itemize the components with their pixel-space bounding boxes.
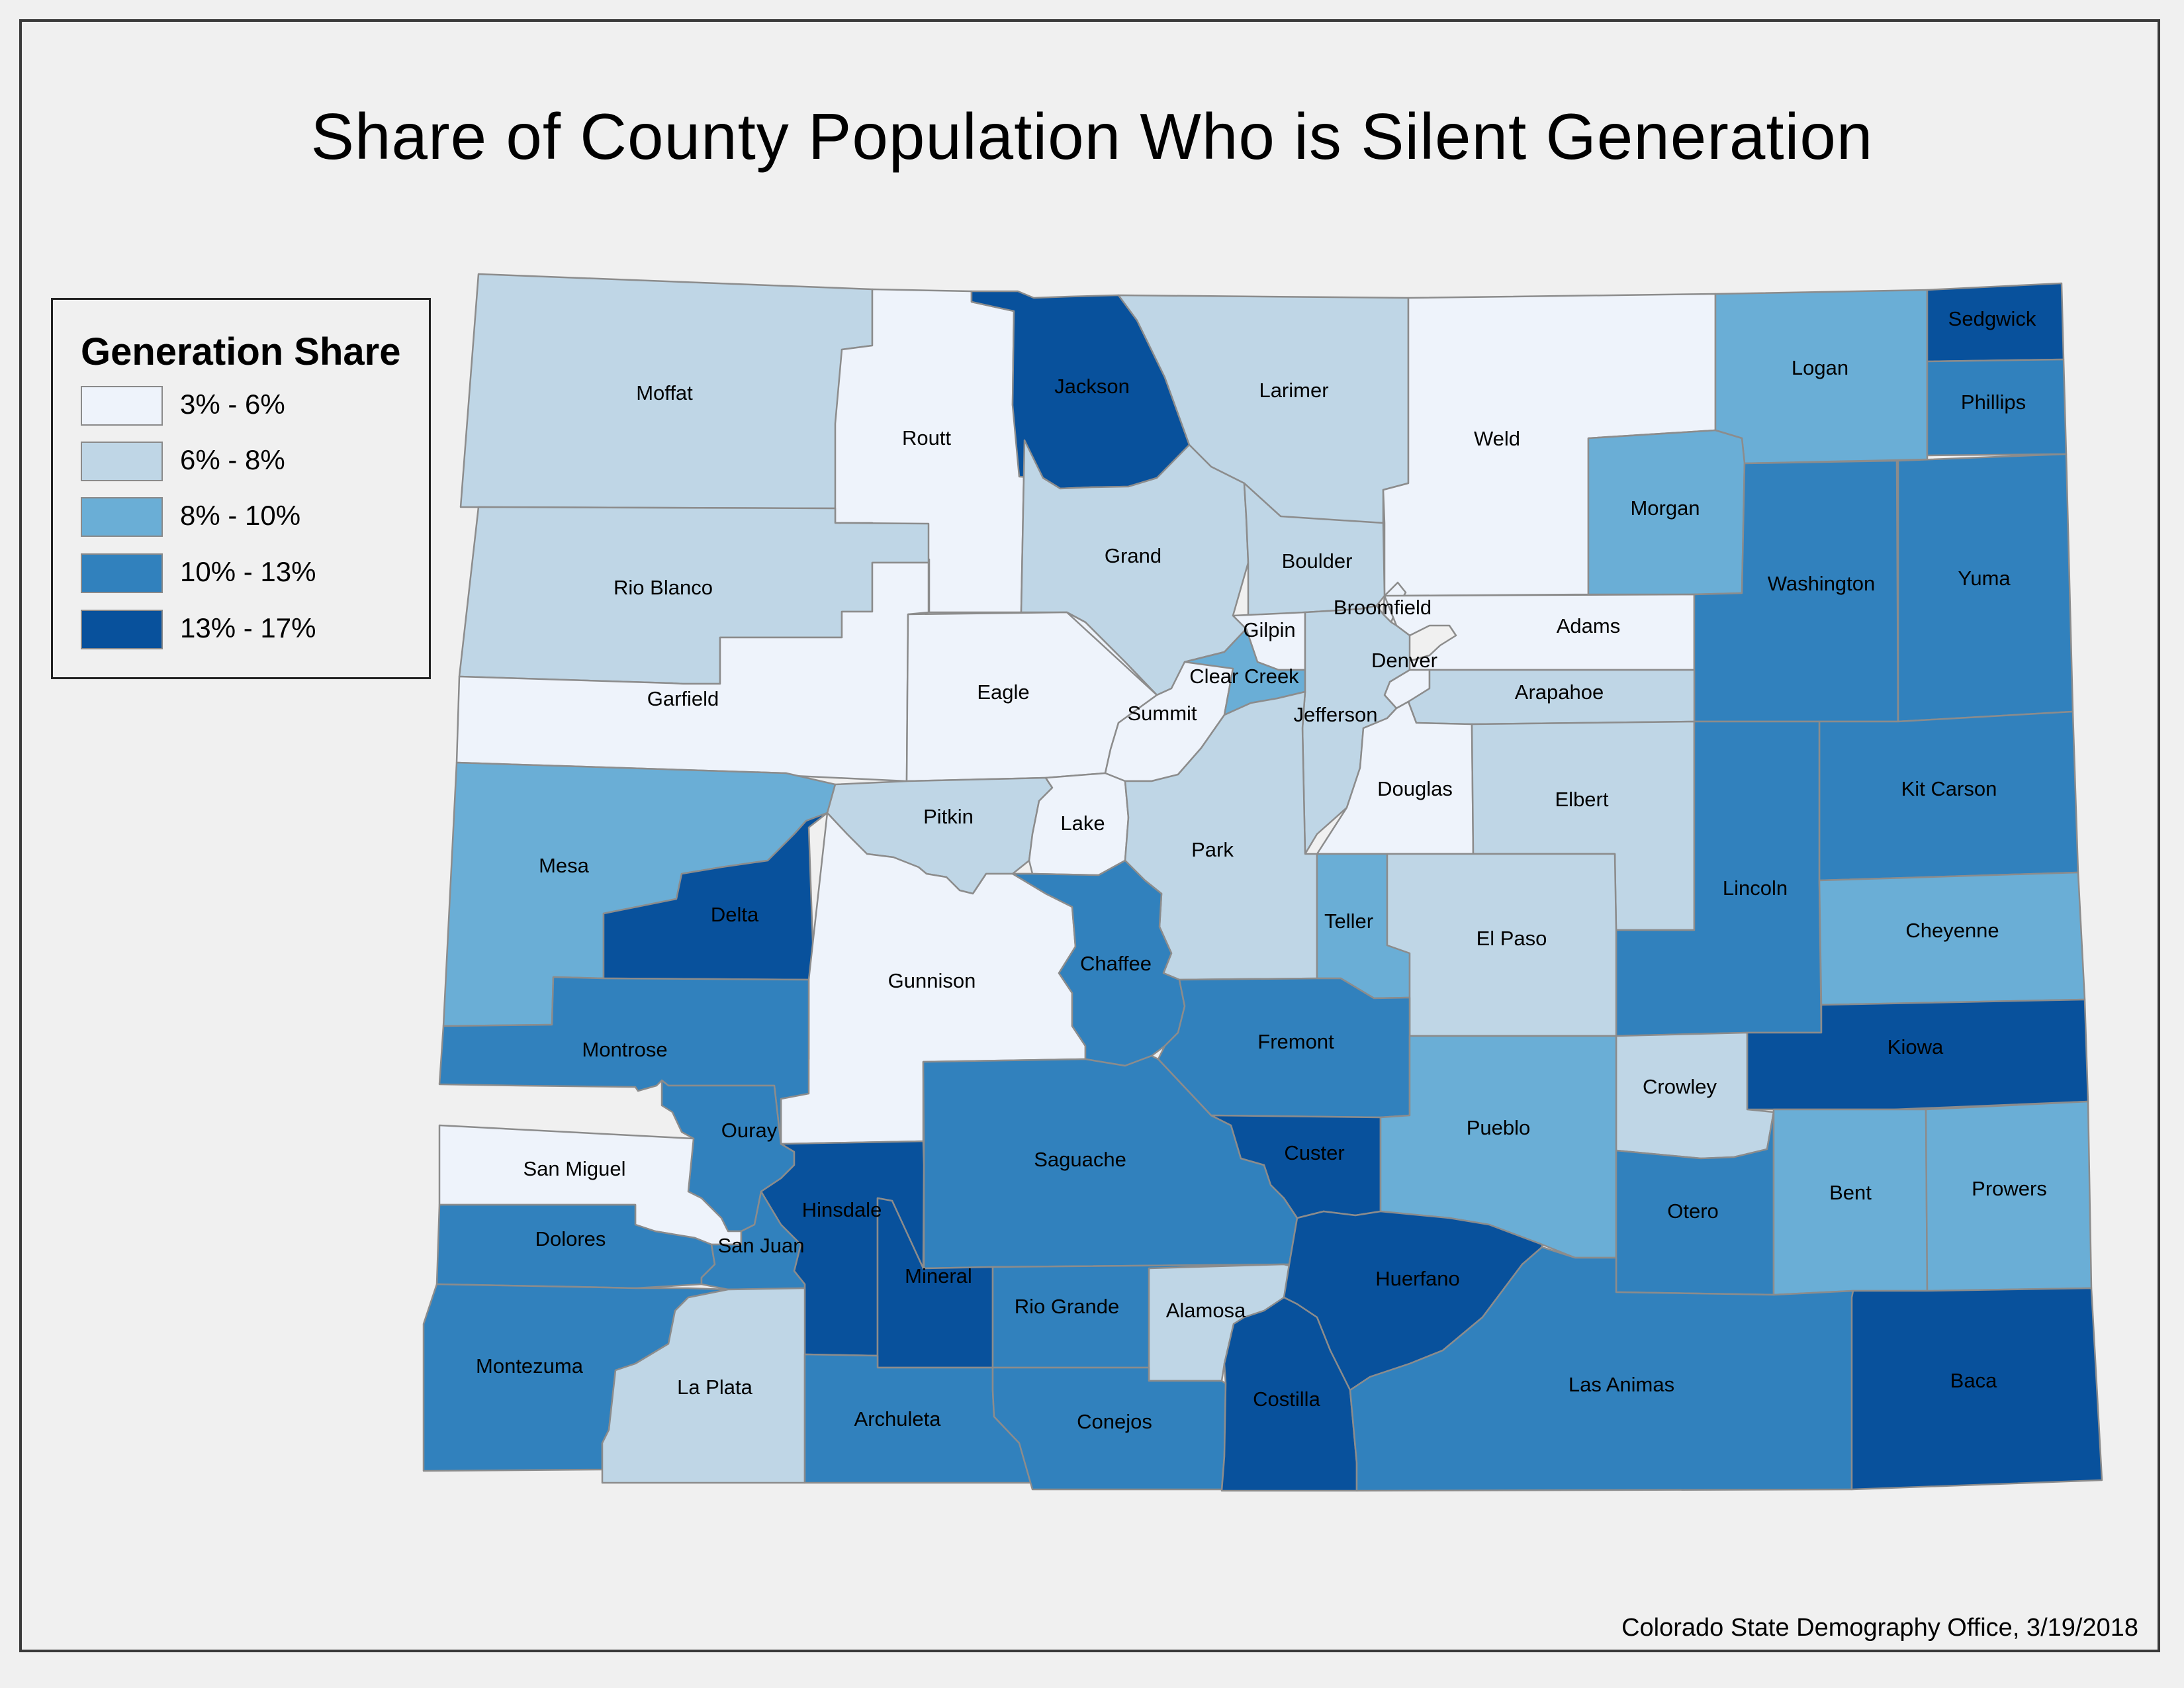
map-frame xyxy=(19,19,2160,1652)
county-label-mesa: Mesa xyxy=(539,854,590,877)
county-label-huerfano: Huerfano xyxy=(1375,1267,1460,1290)
legend-swatch-2 xyxy=(81,442,163,481)
legend: Generation Share 3% - 6% 6% - 8% 8% - 10… xyxy=(51,298,431,679)
county-costilla xyxy=(1220,1296,1358,1492)
county-label-rio-blanco: Rio Blanco xyxy=(614,576,713,599)
counties-layer xyxy=(422,273,2103,1492)
county-label-la-plata: La Plata xyxy=(677,1376,753,1399)
county-la-plata xyxy=(601,1287,806,1484)
county-label-washington: Washington xyxy=(1768,572,1876,595)
county-label-boulder: Boulder xyxy=(1282,549,1353,573)
county-delta xyxy=(602,812,829,981)
legend-label-1: 3% - 6% xyxy=(180,389,285,420)
county-label-conejos: Conejos xyxy=(1077,1410,1152,1433)
legend-swatch-4 xyxy=(81,553,163,593)
county-label-gilpin: Gilpin xyxy=(1243,618,1295,641)
county-label-montrose: Montrose xyxy=(582,1038,667,1061)
county-label-elbert: Elbert xyxy=(1555,788,1609,811)
county-label-montezuma: Montezuma xyxy=(476,1354,584,1378)
county-label-jefferson: Jefferson xyxy=(1294,703,1378,726)
legend-swatch-1 xyxy=(81,386,163,426)
county-label-garfield: Garfield xyxy=(647,687,719,710)
county-label-gunnison: Gunnison xyxy=(888,969,976,992)
county-kiowa xyxy=(1746,998,2089,1111)
county-label-mineral: Mineral xyxy=(905,1264,972,1288)
county-label-denver: Denver xyxy=(1371,649,1437,672)
county-label-arapahoe: Arapahoe xyxy=(1515,680,1604,704)
county-label-crowley: Crowley xyxy=(1643,1075,1717,1098)
county-label-dolores: Dolores xyxy=(535,1227,606,1250)
county-label-otero: Otero xyxy=(1667,1199,1719,1223)
county-label-adams: Adams xyxy=(1557,614,1620,637)
legend-label-2: 6% - 8% xyxy=(180,444,285,475)
county-label-larimer: Larimer xyxy=(1259,379,1328,402)
county-label-sedgwick: Sedgwick xyxy=(1948,307,2036,330)
legend-swatch-3 xyxy=(81,497,163,537)
county-label-saguache: Saguache xyxy=(1034,1148,1126,1171)
legend-label-3: 8% - 10% xyxy=(180,500,301,531)
county-label-phillips: Phillips xyxy=(1961,391,2026,414)
county-label-ouray: Ouray xyxy=(721,1119,778,1142)
county-label-broomfield: Broomfield xyxy=(1334,596,1432,619)
county-label-chaffee: Chaffee xyxy=(1080,952,1152,975)
county-label-morgan: Morgan xyxy=(1630,496,1700,520)
county-label-kit-carson: Kit Carson xyxy=(1901,777,1997,800)
county-label-jackson: Jackson xyxy=(1054,375,1130,398)
county-label-fremont: Fremont xyxy=(1257,1030,1334,1053)
county-label-grand: Grand xyxy=(1105,544,1161,567)
county-label-las-animas: Las Animas xyxy=(1569,1373,1674,1396)
county-label-san-juan: San Juan xyxy=(718,1234,805,1257)
county-label-rio-grande: Rio Grande xyxy=(1015,1295,1120,1318)
county-label-clear-creek: Clear Creek xyxy=(1189,665,1299,688)
county-label-el-paso: El Paso xyxy=(1477,927,1547,950)
legend-label-4: 10% - 13% xyxy=(180,556,316,587)
legend-title: Generation Share xyxy=(81,330,401,373)
map-title: Share of County Population Who is Silent… xyxy=(310,100,1874,173)
county-las-animas xyxy=(1349,1246,1854,1492)
county-baca xyxy=(1850,1287,2103,1491)
county-label-yuma: Yuma xyxy=(1958,567,2011,590)
county-label-delta: Delta xyxy=(711,903,759,926)
county-label-eagle: Eagle xyxy=(977,680,1029,704)
county-label-alamosa: Alamosa xyxy=(1166,1299,1246,1322)
county-labels-layer: Moffat Routt Jackson Larimer Weld Logan Sedgwi… xyxy=(476,307,2047,1433)
county-label-hinsdale: Hinsdale xyxy=(802,1198,882,1221)
county-label-logan: Logan xyxy=(1792,356,1848,379)
county-label-baca: Baca xyxy=(1950,1369,1997,1392)
county-label-prowers: Prowers xyxy=(1972,1177,2047,1200)
county-label-park: Park xyxy=(1191,838,1234,861)
county-label-custer: Custer xyxy=(1284,1141,1344,1164)
county-label-douglas: Douglas xyxy=(1377,777,1453,800)
county-label-teller: Teller xyxy=(1324,910,1373,933)
county-label-cheyenne: Cheyenne xyxy=(1905,919,1999,942)
county-label-pitkin: Pitkin xyxy=(923,805,974,828)
county-label-archuleta: Archuleta xyxy=(854,1407,942,1430)
county-label-costilla: Costilla xyxy=(1253,1387,1320,1411)
county-san-juan xyxy=(700,1190,806,1291)
legend-swatch-5 xyxy=(81,610,163,649)
county-label-moffat: Moffat xyxy=(636,381,693,404)
county-label-pueblo: Pueblo xyxy=(1467,1116,1531,1139)
county-label-summit: Summit xyxy=(1127,702,1197,725)
county-label-lake: Lake xyxy=(1060,812,1105,835)
legend-label-5: 13% - 17% xyxy=(180,612,316,643)
county-label-san-miguel: San Miguel xyxy=(523,1157,625,1180)
county-label-bent: Bent xyxy=(1829,1181,1872,1204)
county-label-kiowa: Kiowa xyxy=(1888,1035,1944,1058)
county-label-weld: Weld xyxy=(1474,427,1520,450)
county-label-routt: Routt xyxy=(902,426,951,449)
county-label-lincoln: Lincoln xyxy=(1723,876,1788,900)
credit-text: Colorado State Demography Office, 3/19/2… xyxy=(1621,1614,2138,1642)
